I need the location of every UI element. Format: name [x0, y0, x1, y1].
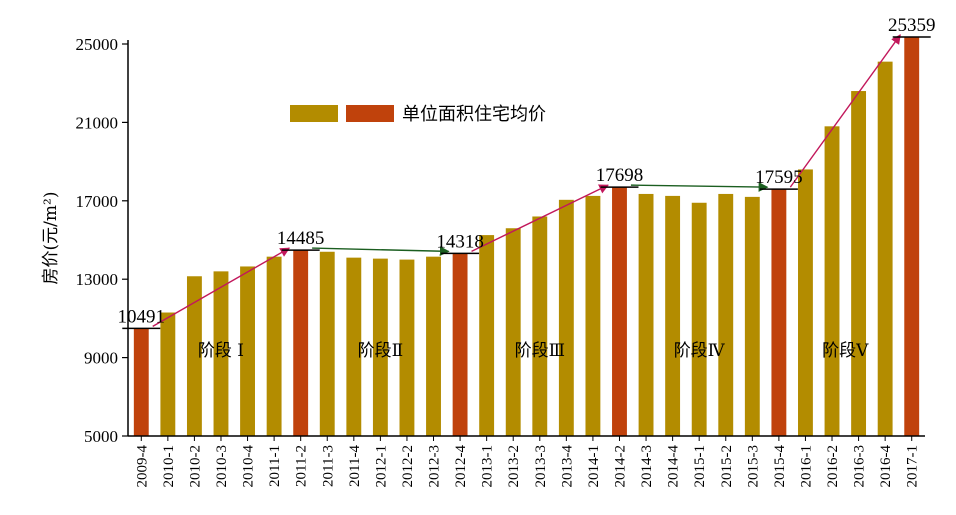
y-axis-label: 房价(元/m²)	[41, 192, 61, 285]
x-tick-label: 2013-3	[533, 445, 549, 488]
data-label: 14318	[436, 231, 484, 252]
x-tick-label: 2016-3	[852, 445, 868, 488]
phase-label: 阶段Ⅴ	[822, 341, 869, 361]
bar	[638, 193, 654, 436]
y-tick-label: 21000	[76, 113, 119, 132]
x-tick-label: 2015-2	[719, 445, 735, 488]
bar-highlight	[452, 253, 468, 436]
bar-highlight	[904, 36, 920, 437]
x-tick-label: 2009-4	[134, 445, 150, 488]
axes-layer: 5000 9000 13000 17000 21000 25000 2009-4 2010-1…	[76, 35, 925, 488]
bar	[426, 256, 441, 436]
data-label: 10491	[118, 306, 166, 327]
x-tick-label: 2015-3	[745, 445, 761, 488]
x-tick-label: 2013-4	[559, 445, 575, 488]
bar	[479, 235, 495, 436]
y-tick-label: 13000	[76, 270, 119, 289]
bar	[213, 271, 229, 436]
x-tick-label: 2015-4	[772, 445, 788, 488]
bar	[319, 251, 335, 436]
x-tick-label: 2011-3	[320, 445, 336, 487]
bar	[160, 312, 176, 436]
x-tick-label: 2014-2	[612, 445, 628, 488]
bar	[505, 228, 521, 436]
bar	[851, 91, 867, 436]
bar-highlight	[133, 328, 149, 436]
bar	[399, 259, 415, 436]
x-tick-label: 2011-1	[267, 445, 283, 487]
x-tick-label: 2013-1	[480, 445, 496, 488]
data-label: 25359	[888, 15, 936, 36]
bars-layer	[133, 36, 920, 437]
legend-swatch-highlight	[346, 105, 394, 122]
trend-arrows-layer	[152, 34, 901, 327]
bar	[372, 258, 388, 436]
x-tick-label: 2012-2	[400, 445, 416, 488]
bar	[744, 196, 760, 436]
y-tick-label: 9000	[84, 349, 118, 368]
x-tick-label: 2012-3	[427, 445, 443, 488]
trend-arrow-up	[471, 184, 609, 252]
trend-arrow-up	[789, 34, 901, 188]
bar	[718, 193, 734, 436]
labels-layer: 10491 14485 14318 17698 17595 25359 阶段 Ⅰ 阶段Ⅱ 阶段Ⅲ…	[118, 15, 936, 361]
bar-highlight	[612, 187, 627, 436]
data-label: 14485	[277, 228, 325, 249]
x-tick-label: 2016-4	[878, 445, 894, 488]
x-tick-label: 2016-2	[825, 445, 841, 488]
x-tick-label: 2015-1	[692, 445, 708, 488]
y-tick-label: 25000	[76, 35, 119, 54]
bar	[346, 257, 362, 436]
x-tick-label: 2012-1	[373, 445, 389, 488]
phase-label: 阶段Ⅳ	[674, 341, 726, 361]
x-tick-label: 2010-3	[214, 445, 230, 488]
bar	[877, 61, 893, 436]
x-tick-label: 2010-2	[187, 445, 203, 488]
phase-label: 阶段 Ⅰ	[198, 341, 244, 361]
trend-arrow-flat	[630, 182, 769, 192]
bar	[824, 126, 840, 436]
bar	[532, 216, 548, 436]
x-tick-label: 2013-2	[506, 445, 522, 488]
trend-arrow-up	[152, 247, 291, 327]
x-tick-label: 2014-4	[666, 445, 682, 488]
x-tick-label: 2010-4	[241, 445, 257, 488]
bar	[266, 256, 282, 436]
bar	[798, 169, 813, 436]
legend: 单位面积住宅均价	[290, 104, 546, 125]
y-tick-label: 5000	[84, 427, 118, 446]
bar-highlight	[771, 189, 787, 436]
phase-label: 阶段Ⅲ	[515, 341, 565, 361]
legend-text: 单位面积住宅均价	[402, 104, 546, 125]
bar-highlight	[293, 250, 309, 436]
y-tick-label: 17000	[76, 192, 119, 211]
x-tick-label: 2011-2	[294, 445, 310, 487]
phase-label: 阶段Ⅱ	[358, 341, 404, 361]
bar	[558, 199, 574, 436]
bar	[240, 266, 255, 436]
x-tick-label: 2010-1	[161, 445, 177, 488]
x-tick-label: 2016-1	[798, 445, 814, 488]
x-tick-label: 2012-4	[453, 445, 469, 488]
bar	[665, 195, 681, 436]
x-tick-label: 2017-1	[905, 445, 921, 488]
data-label: 17698	[596, 165, 644, 186]
bar	[691, 202, 707, 436]
bar	[585, 195, 601, 436]
data-label: 17595	[755, 167, 803, 188]
trend-arrow-flat	[312, 246, 450, 257]
x-tick-label: 2014-3	[639, 445, 655, 488]
x-tick-label: 2014-1	[586, 445, 602, 488]
legend-swatch-bar	[290, 105, 338, 122]
x-tick-label: 2011-4	[347, 445, 363, 487]
bar	[186, 276, 202, 436]
